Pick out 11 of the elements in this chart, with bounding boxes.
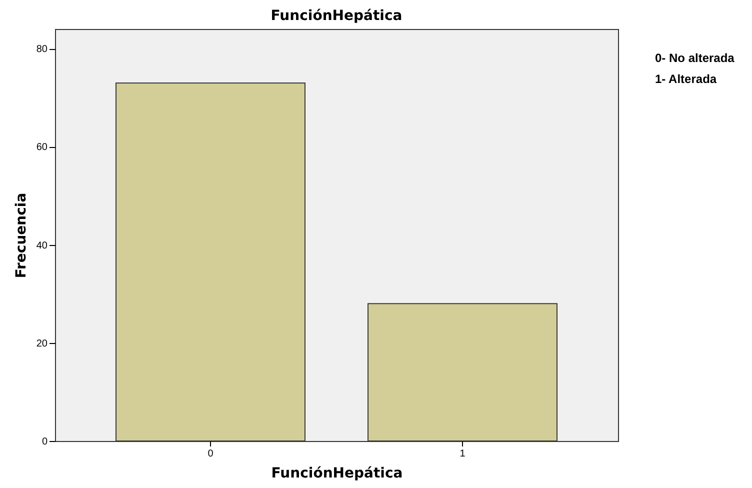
- chart-title: FunciónHepática: [270, 8, 402, 24]
- y-tick-label: 0: [42, 436, 48, 448]
- y-tick-label: 80: [36, 44, 48, 56]
- y-tick-label: 40: [36, 240, 48, 252]
- y-tick-label: 20: [36, 338, 48, 350]
- y-tick-label: 60: [36, 142, 48, 154]
- text: 1- Alterada: [655, 71, 718, 88]
- x-axis-title: FunciónHepática: [271, 466, 403, 482]
- x-tick-label: 1: [460, 448, 466, 460]
- y-axis-title: Frecuencia: [13, 192, 30, 278]
- text: 0- No alterada: [655, 50, 734, 67]
